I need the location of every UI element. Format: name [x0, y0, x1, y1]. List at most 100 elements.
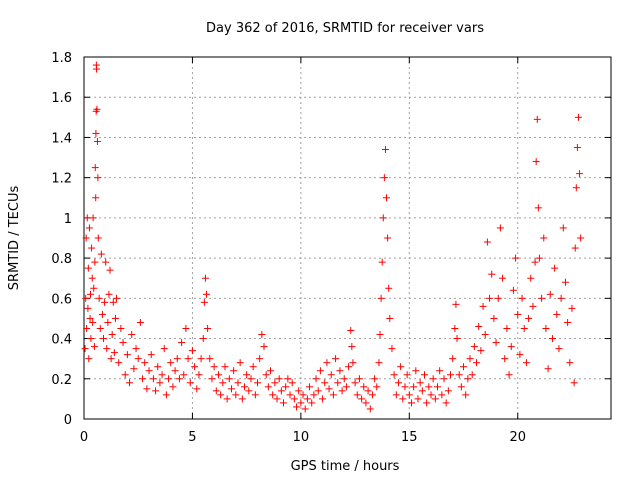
data-point [152, 387, 160, 395]
data-point [380, 174, 388, 182]
data-point [186, 379, 194, 387]
data-point [314, 387, 322, 395]
data-point [93, 105, 101, 113]
data-point [273, 395, 281, 403]
data-point [336, 367, 344, 375]
data-point [473, 359, 481, 367]
data-point [87, 335, 95, 343]
data-point [397, 363, 405, 371]
data-point [90, 284, 98, 292]
data-point [221, 363, 229, 371]
data-point [238, 395, 246, 403]
data-point [90, 343, 98, 351]
data-point [392, 391, 400, 399]
data-point [394, 379, 402, 387]
data-point [440, 375, 448, 383]
data-point [110, 349, 118, 357]
data-point [571, 244, 579, 252]
grid [84, 57, 611, 419]
data-point [123, 351, 131, 359]
data-point [348, 343, 356, 351]
data-point [101, 298, 109, 306]
data-point [245, 387, 253, 395]
x-tick-label: 15 [401, 430, 418, 445]
data-point [293, 403, 301, 411]
data-point [251, 391, 259, 399]
data-point [453, 335, 461, 343]
data-point [282, 383, 290, 391]
data-point [290, 395, 298, 403]
data-point [533, 115, 541, 123]
data-point [381, 146, 389, 154]
data-point [171, 367, 179, 375]
data-point [178, 339, 186, 347]
data-point [574, 113, 582, 121]
data-point [277, 387, 285, 395]
data-point [154, 363, 162, 371]
data-point [371, 375, 379, 383]
data-point [200, 298, 208, 306]
data-point [429, 375, 437, 383]
data-point [516, 351, 524, 359]
data-point [466, 355, 474, 363]
data-point [195, 371, 203, 379]
y-tick-label: 0.8 [51, 252, 72, 267]
data-point [182, 325, 190, 332]
data-point [557, 294, 565, 302]
data-point [301, 405, 309, 413]
data-point [286, 391, 294, 399]
data-point [87, 290, 95, 298]
data-point [111, 314, 119, 322]
data-point [165, 375, 173, 383]
data-point [84, 264, 92, 272]
data-point [130, 365, 138, 373]
data-point [345, 363, 353, 371]
data-point [204, 325, 212, 332]
data-point [106, 266, 114, 274]
data-point [89, 318, 97, 326]
data-point [509, 286, 517, 294]
data-point [425, 383, 433, 391]
data-point [416, 379, 424, 387]
data-point [507, 343, 515, 351]
data-point [132, 345, 140, 353]
data-point [262, 371, 270, 379]
data-point [156, 379, 164, 387]
data-point [243, 371, 251, 379]
data-point [564, 318, 572, 326]
data-point [534, 204, 542, 212]
data-point [206, 355, 214, 363]
data-point [230, 367, 238, 375]
data-point [86, 314, 94, 322]
data-point [180, 371, 188, 379]
data-point [518, 294, 526, 302]
data-point [83, 325, 91, 332]
data-point [527, 274, 535, 282]
data-point [490, 314, 498, 322]
data-point [455, 371, 463, 379]
data-point [232, 391, 240, 399]
data-point [358, 395, 366, 403]
x-axis-title: GPS time / hours [291, 459, 400, 474]
data-point [323, 359, 331, 367]
data-point [269, 391, 277, 399]
data-point [188, 347, 196, 355]
data-point [481, 331, 489, 339]
data-point [431, 395, 439, 403]
data-point [169, 383, 177, 391]
data-point [249, 363, 257, 371]
data-point [84, 304, 92, 312]
data-point [531, 258, 539, 266]
x-tick-label: 20 [509, 430, 526, 445]
data-point [108, 331, 116, 339]
data-point [136, 318, 144, 326]
data-point [217, 391, 225, 399]
data-point [444, 387, 452, 395]
data-point [572, 184, 580, 192]
data-point [295, 387, 303, 395]
data-point [351, 379, 359, 387]
data-point [451, 325, 459, 332]
data-point [312, 375, 320, 383]
data-point [219, 379, 227, 387]
data-point [321, 379, 329, 387]
